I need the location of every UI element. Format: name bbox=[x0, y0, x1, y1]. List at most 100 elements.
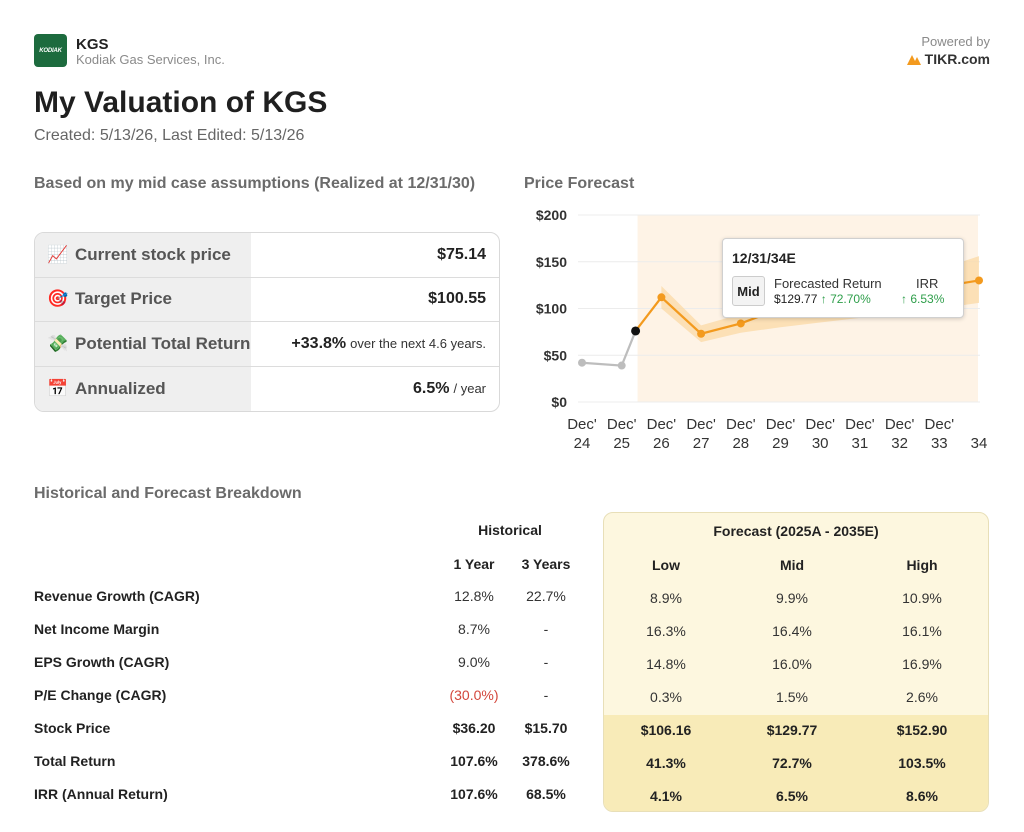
hist-3y-value: 378.6% bbox=[522, 753, 570, 769]
y-tick-label: $50 bbox=[544, 347, 568, 363]
summary-label-cell: 🎯 Target Price bbox=[35, 277, 251, 321]
breakdown-row-label: Revenue Growth (CAGR) bbox=[34, 588, 200, 604]
col-header-high: High bbox=[906, 557, 938, 573]
col-header-3-years: 3 Years bbox=[521, 556, 571, 572]
money-icon: 💸 bbox=[47, 333, 69, 353]
tooltip-irr-header: IRR bbox=[916, 276, 939, 291]
forecast-mid-value: 6.5% bbox=[776, 788, 808, 804]
summary-label-cell: 📈 Current stock price bbox=[35, 233, 251, 277]
forecast-header: Forecast (2025A - 2035E) bbox=[713, 523, 879, 539]
hist-1y-value: $36.20 bbox=[452, 720, 496, 736]
x-tick-label-bottom: 24 bbox=[574, 435, 591, 452]
x-tick-label-top: Dec' bbox=[726, 416, 756, 433]
x-tick-label-top: Dec' bbox=[805, 416, 835, 433]
forecast-panel bbox=[603, 512, 989, 812]
forecast-low-value: 41.3% bbox=[646, 755, 686, 771]
ticker-symbol: KGS bbox=[76, 36, 109, 53]
forecast-mid-value: 16.4% bbox=[772, 623, 812, 639]
x-tick-label-bottom: 30 bbox=[812, 435, 829, 452]
summary-row-annualized: 📅 Annualized 6.5% / year bbox=[35, 366, 499, 411]
tooltip-return: ↑ 72.70% bbox=[820, 292, 871, 306]
x-tick-label-bottom: 27 bbox=[693, 435, 710, 452]
forecast-high-value: 2.6% bbox=[906, 689, 938, 705]
price-forecast-chart[interactable]: $200$150$100$50$0Dec'24Dec'25Dec'26Dec'2… bbox=[518, 196, 998, 466]
summary-label: Potential Total Return bbox=[75, 333, 251, 353]
hist-1y-value: 107.6% bbox=[450, 786, 498, 802]
summary-value-suffix: / year bbox=[453, 381, 486, 397]
summary-row-current-price: 📈 Current stock price $75.14 bbox=[35, 233, 499, 278]
summary-value-suffix: over the next 4.6 years. bbox=[350, 336, 486, 352]
y-tick-label: $0 bbox=[551, 394, 567, 410]
historical-price-point bbox=[617, 361, 626, 370]
tikr-brand[interactable]: TIKR.com bbox=[906, 51, 990, 67]
forecast-low-value: 4.1% bbox=[650, 788, 682, 804]
hist-1y-value: (30.0%) bbox=[449, 687, 499, 703]
x-tick-label-bottom: 26 bbox=[653, 435, 670, 452]
forecast-low-value: $106.16 bbox=[640, 722, 692, 738]
hist-1y-value: 12.8% bbox=[454, 588, 494, 604]
x-tick-label-bottom: 33 bbox=[931, 435, 948, 452]
forecast-price-point bbox=[697, 329, 706, 338]
forecast-mid-value: $129.77 bbox=[766, 722, 818, 738]
col-header-1-year: 1 Year bbox=[453, 556, 495, 572]
tooltip-price: $129.77 bbox=[774, 292, 818, 306]
hist-3y-value: 68.5% bbox=[526, 786, 566, 802]
x-tick-label-top: Dec' bbox=[686, 416, 716, 433]
forecast-highlight-band bbox=[604, 715, 988, 811]
tikr-logo-icon bbox=[906, 55, 921, 65]
historical-header: Historical bbox=[478, 522, 542, 538]
valuation-summary-card: 📈 Current stock price $75.14 🎯 Target Pr… bbox=[34, 232, 500, 412]
page-subtitle: Created: 5/13/26, Last Edited: 5/13/26 bbox=[34, 127, 305, 144]
target-icon: 🎯 bbox=[47, 289, 69, 309]
forecast-low-value: 8.9% bbox=[650, 590, 682, 606]
x-tick-label-bottom: 31 bbox=[852, 435, 869, 452]
x-tick-label-top: Dec' bbox=[925, 416, 955, 433]
hist-3y-value: - bbox=[543, 687, 549, 703]
company-logo: KODIAK bbox=[34, 34, 67, 67]
tooltip-return-header: Forecasted Return bbox=[774, 276, 882, 291]
tooltip-price-return: $129.77 ↑ 72.70% bbox=[774, 292, 871, 306]
x-tick-label-top: Dec' bbox=[647, 416, 677, 433]
current-price-point bbox=[631, 326, 641, 336]
forecast-high-value: 8.6% bbox=[906, 788, 938, 804]
tooltip-irr: ↑ 6.53% bbox=[901, 292, 945, 306]
x-tick-label-bottom: 28 bbox=[732, 435, 749, 452]
summary-value: $100.55 bbox=[428, 290, 486, 308]
x-tick-label-bottom: 32 bbox=[891, 435, 908, 452]
summary-value: $75.14 bbox=[437, 245, 486, 263]
col-header-mid: Mid bbox=[779, 557, 805, 573]
price-forecast-title: Price Forecast bbox=[524, 175, 635, 192]
forecast-high-value: 10.9% bbox=[902, 590, 942, 606]
historical-price-point bbox=[578, 358, 586, 367]
forecast-high-value: 16.1% bbox=[902, 623, 942, 639]
x-tick-label-top: Dec' bbox=[845, 416, 875, 433]
forecast-high-value: 16.9% bbox=[902, 656, 942, 672]
x-tick-label-bottom: 29 bbox=[772, 435, 789, 452]
page-title: My Valuation of KGS bbox=[34, 86, 328, 119]
summary-label: Current stock price bbox=[75, 244, 231, 264]
company-name: Kodiak Gas Services, Inc. bbox=[76, 52, 225, 67]
summary-value-cell: $100.55 bbox=[251, 278, 499, 322]
hist-3y-value: - bbox=[543, 621, 549, 637]
breakdown-row-label: Total Return bbox=[34, 753, 116, 769]
breakdown-row-label: P/E Change (CAGR) bbox=[34, 687, 167, 703]
forecast-low-value: 0.3% bbox=[650, 689, 682, 705]
hist-1y-value: 8.7% bbox=[458, 621, 490, 637]
forecast-high-value: 103.5% bbox=[898, 755, 946, 771]
x-tick-label-top: Dec' bbox=[607, 416, 637, 433]
breakdown-row-label: Stock Price bbox=[34, 720, 111, 736]
chart-up-icon: 📈 bbox=[47, 244, 69, 264]
x-tick-label-bottom: 34 bbox=[971, 435, 988, 452]
forecast-price-point bbox=[657, 293, 666, 302]
forecast-tooltip: 12/31/34E Mid Forecasted Return IRR $129… bbox=[722, 238, 964, 318]
summary-label: Target Price bbox=[75, 289, 173, 309]
breakdown-row-label: EPS Growth (CAGR) bbox=[34, 654, 170, 670]
breakdown-section-title: Historical and Forecast Breakdown bbox=[34, 485, 302, 502]
forecast-mid-value: 16.0% bbox=[772, 656, 812, 672]
y-tick-label: $150 bbox=[536, 254, 567, 270]
summary-section-title: Based on my mid case assumptions (Realiz… bbox=[34, 175, 476, 192]
breakdown-row-label: IRR (Annual Return) bbox=[34, 786, 168, 802]
breakdown-row-label: Net Income Margin bbox=[34, 621, 160, 637]
hist-1y-value: 9.0% bbox=[458, 654, 490, 670]
x-tick-label-top: Dec' bbox=[567, 416, 597, 433]
